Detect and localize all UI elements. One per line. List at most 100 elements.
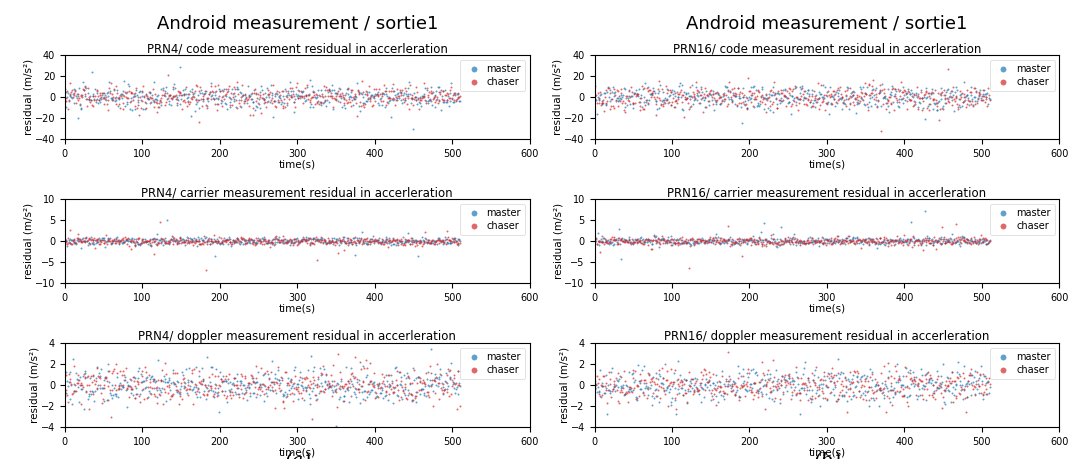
- master: [392, 373, 410, 381]
- master: [790, 95, 808, 102]
- chaser: [943, 87, 960, 94]
- master: [918, 95, 935, 102]
- master: [750, 387, 768, 395]
- chaser: [436, 96, 453, 104]
- chaser: [160, 381, 177, 389]
- master: [979, 101, 997, 108]
- master: [308, 99, 325, 106]
- chaser: [182, 95, 199, 102]
- master: [791, 238, 809, 246]
- master: [924, 390, 942, 397]
- master: [199, 237, 216, 244]
- chaser: [166, 369, 184, 377]
- master: [63, 93, 80, 101]
- master: [299, 92, 317, 99]
- master: [108, 240, 125, 247]
- master: [919, 102, 936, 110]
- master: [241, 93, 258, 100]
- chaser: [865, 76, 882, 84]
- chaser: [924, 237, 942, 244]
- master: [967, 88, 985, 95]
- master: [822, 390, 839, 397]
- chaser: [797, 379, 814, 386]
- chaser: [160, 91, 177, 98]
- master: [357, 374, 374, 381]
- master: [389, 392, 406, 399]
- master: [451, 235, 468, 242]
- chaser: [223, 241, 240, 248]
- master: [758, 91, 775, 98]
- chaser: [702, 233, 719, 241]
- master: [268, 375, 285, 383]
- master: [753, 376, 771, 383]
- chaser: [606, 92, 624, 99]
- master: [323, 86, 341, 93]
- master: [830, 239, 848, 246]
- master: [304, 367, 321, 375]
- chaser: [233, 235, 251, 242]
- master: [61, 98, 78, 105]
- chaser: [827, 381, 844, 388]
- master: [173, 235, 190, 242]
- chaser: [650, 85, 667, 93]
- master: [639, 392, 656, 399]
- chaser: [736, 101, 753, 108]
- master: [953, 232, 971, 240]
- master: [213, 387, 230, 395]
- master: [762, 98, 779, 105]
- chaser: [270, 384, 288, 392]
- master: [204, 239, 222, 246]
- chaser: [798, 100, 815, 107]
- master: [236, 235, 253, 243]
- master: [843, 92, 860, 100]
- master: [196, 238, 213, 246]
- master: [366, 237, 384, 245]
- chaser: [734, 237, 751, 244]
- chaser: [725, 84, 743, 91]
- master: [856, 236, 873, 244]
- chaser: [708, 238, 725, 246]
- chaser: [816, 395, 833, 402]
- chaser: [907, 99, 924, 106]
- master: [341, 239, 358, 246]
- chaser: [672, 376, 690, 383]
- chaser: [943, 377, 960, 385]
- master: [703, 92, 720, 99]
- chaser: [856, 238, 873, 245]
- master: [641, 238, 658, 245]
- master: [963, 92, 980, 99]
- chaser: [960, 239, 977, 246]
- chaser: [838, 376, 855, 384]
- chaser: [703, 389, 720, 397]
- master: [705, 240, 722, 247]
- chaser: [425, 236, 442, 244]
- chaser: [848, 378, 865, 385]
- master: [97, 239, 115, 246]
- master: [977, 391, 995, 398]
- chaser: [282, 92, 299, 100]
- chaser: [298, 375, 316, 382]
- chaser: [812, 238, 829, 245]
- chaser: [135, 238, 152, 245]
- chaser: [980, 237, 998, 245]
- chaser: [742, 87, 759, 95]
- chaser: [68, 380, 85, 387]
- master: [139, 96, 157, 103]
- master: [193, 237, 211, 244]
- chaser: [164, 238, 182, 245]
- master: [820, 375, 838, 382]
- master: [110, 381, 128, 388]
- chaser: [253, 239, 270, 246]
- chaser: [358, 90, 375, 98]
- chaser: [221, 388, 238, 395]
- master: [780, 374, 798, 381]
- master: [390, 95, 408, 102]
- master: [375, 380, 392, 387]
- master: [384, 235, 401, 242]
- master: [680, 240, 697, 247]
- chaser: [95, 384, 112, 392]
- master: [99, 367, 117, 375]
- chaser: [385, 236, 402, 244]
- chaser: [772, 376, 789, 383]
- chaser: [393, 238, 411, 245]
